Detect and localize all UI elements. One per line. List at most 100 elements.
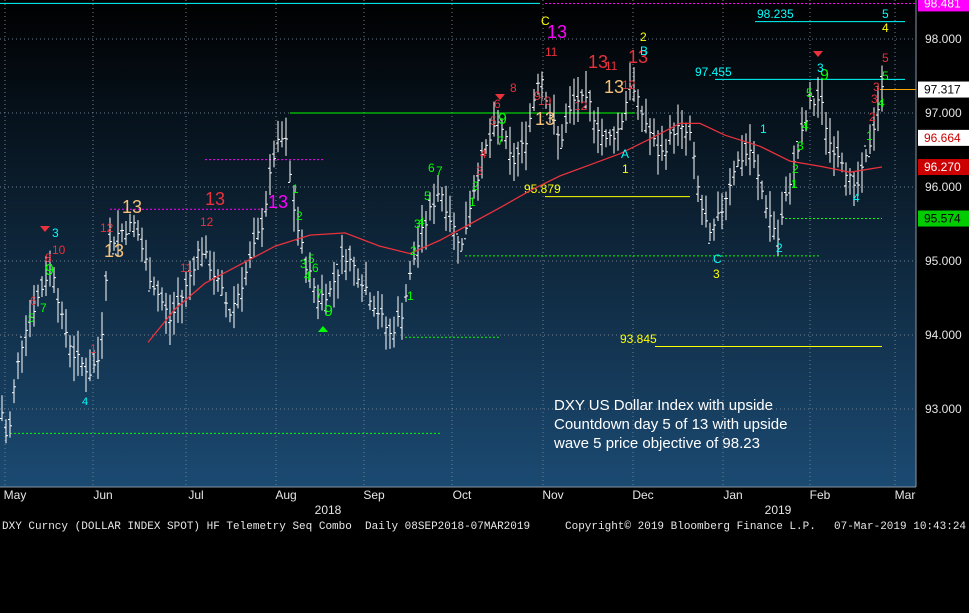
price-badge [918,0,969,12]
y-tick-label: 94.000 [925,328,962,342]
sequential-count-marker: 1 [866,129,873,143]
x-tick-label: Dec [632,488,653,502]
sequential-count-marker: 7 [436,164,443,178]
moving-average [147,122,883,343]
sequential-count-marker: 8 [510,81,517,95]
sequential-count-marker: 1 [90,342,97,356]
annotation-text: DXY US Dollar Index with upside Countdow… [554,397,788,452]
sequential-count-marker: 5 [424,189,431,203]
y-tick-label: 96.000 [925,180,962,194]
sequential-count-marker: 5 [490,114,497,128]
x-tick-label: Sep [363,488,385,502]
sequential-count-marker: 9 [498,111,507,128]
sequential-count-marker: 4 [882,21,889,35]
sequential-count-marker: 1 [407,289,414,303]
price-badge-label: 96.664 [924,131,961,145]
sequential-count-marker: C [541,14,550,28]
price-badge-label: 96.270 [924,160,961,174]
sequential-count-marker: 6 [312,261,319,275]
x-axis: May Jun Jul Aug Sep Oct Nov Dec Jan Feb Mar 2018 201… [0,486,916,517]
sequential-count-marker: 4 [304,269,311,283]
y-tick-label: 95.000 [925,254,962,268]
sequential-count-marker: 2 [296,209,303,223]
sequential-count-marker: 9 [534,89,541,103]
sequential-count-marker: 4 [418,215,425,229]
footer-copyright: Copyright© 2019 Bloomberg Finance L.P. [565,521,816,533]
sequential-count-marker: 5 [882,69,889,83]
sequential-count-marker: 4 [853,191,860,205]
y-tick-label: 97.000 [925,106,962,120]
level-label: 93.845 [620,332,657,346]
sequential-count-marker: 4 [82,396,88,408]
sequential-count-marker: 1 [469,195,476,209]
sequential-count-marker: 5 [806,86,813,100]
x-tick-label: Oct [453,488,472,502]
price-badge [918,81,969,98]
sequential-count-marker: 13 [604,77,624,97]
sequential-count-marker: 9 [324,303,333,320]
sequential-count-marker: 12 [574,99,588,113]
sequential-count-marker: 13 [122,197,142,217]
price-bars [0,61,884,444]
sequential-count-marker: 3 [300,257,307,271]
sequential-count-marker: 11 [180,261,193,275]
sequential-count-marker: 2 [869,110,876,124]
x-tick-label: May [4,488,27,502]
sequential-count-marker: 4 [802,119,809,133]
sequential-count-marker: 13 [588,52,608,72]
sequential-count-marker: C [713,252,722,266]
sequential-count-marker: 6 [30,294,37,308]
sequential-count-marker: 4 [480,147,487,161]
y-axis: 93.000 94.000 95.000 96.000 97.000 98.000 98.4… [915,0,969,487]
footer: DXY Curncy (DOLLAR INDEX SPOT) HF Teleme… [0,518,969,537]
sequential-count-marker: 5 [882,7,889,21]
signal-arrow [318,326,328,332]
axis-background [916,0,969,487]
sequential-count-marker: 5 [882,51,889,65]
sequential-count-marker: 3 [414,217,421,231]
grid [0,0,916,487]
sequential-count-marker: 13 [205,189,225,209]
sequential-count-marker: 3 [817,61,824,75]
sequential-count-marker: 3 [797,139,804,153]
sequential-count-marker: 7 [40,301,47,315]
chart-container: 98.235 97.455 95.879 93.845 9 9 9 9 13 13 13 13 13 1… [0,0,969,537]
sequential-count-marker: 12 [100,221,114,235]
sequential-count-marker: 13 [535,109,555,129]
x-tick-label: Nov [542,488,563,502]
sequential-count-marker: 3 [871,92,878,106]
signal-arrow [40,226,50,232]
price-badge-label: 98.481 [924,0,961,10]
y-tick-label: 93.000 [925,402,962,416]
price-badge-label: 97.317 [924,83,961,97]
signal-arrow [813,51,823,57]
footer-source: DXY Curncy (DOLLAR INDEX SPOT) HF Teleme… [2,521,531,533]
sequential-count-marker: 13 [104,241,124,261]
sequential-count-marker: 6 [494,97,501,111]
sequential-count-marker: 2 [472,179,479,193]
sequential-count-marker: 7 [497,134,504,148]
sequential-count-marker: 7 [316,287,323,301]
sequential-count-marker: 3 [52,226,59,240]
sequential-count-marker: 2 [640,30,647,44]
level-label: 98.235 [757,7,794,21]
sequential-count-marker: 5 [308,252,315,266]
price-badge-label: 95.574 [924,212,961,226]
sequential-count-marker: 4 [878,96,885,110]
year-label: 2019 [765,503,792,517]
x-tick-label: Jan [723,488,742,502]
sequential-count-marker: 1 [760,122,767,136]
sequential-count-marker: 5 [28,311,35,325]
sequential-count-marker: 10 [52,243,66,257]
sequential-count-marker: 1 [292,182,299,196]
x-tick-label: Jul [188,488,203,502]
moving-average-line [147,122,883,343]
sequential-count-marker: B [640,44,648,58]
x-tick-label: Mar [895,488,916,502]
sequential-count-marker: 13 [628,47,648,67]
sequential-count-marker: 12 [200,215,214,229]
footer-timestamp: 07-Mar-2019 10:43:24 [834,521,967,533]
level-label: 95.879 [524,182,561,196]
